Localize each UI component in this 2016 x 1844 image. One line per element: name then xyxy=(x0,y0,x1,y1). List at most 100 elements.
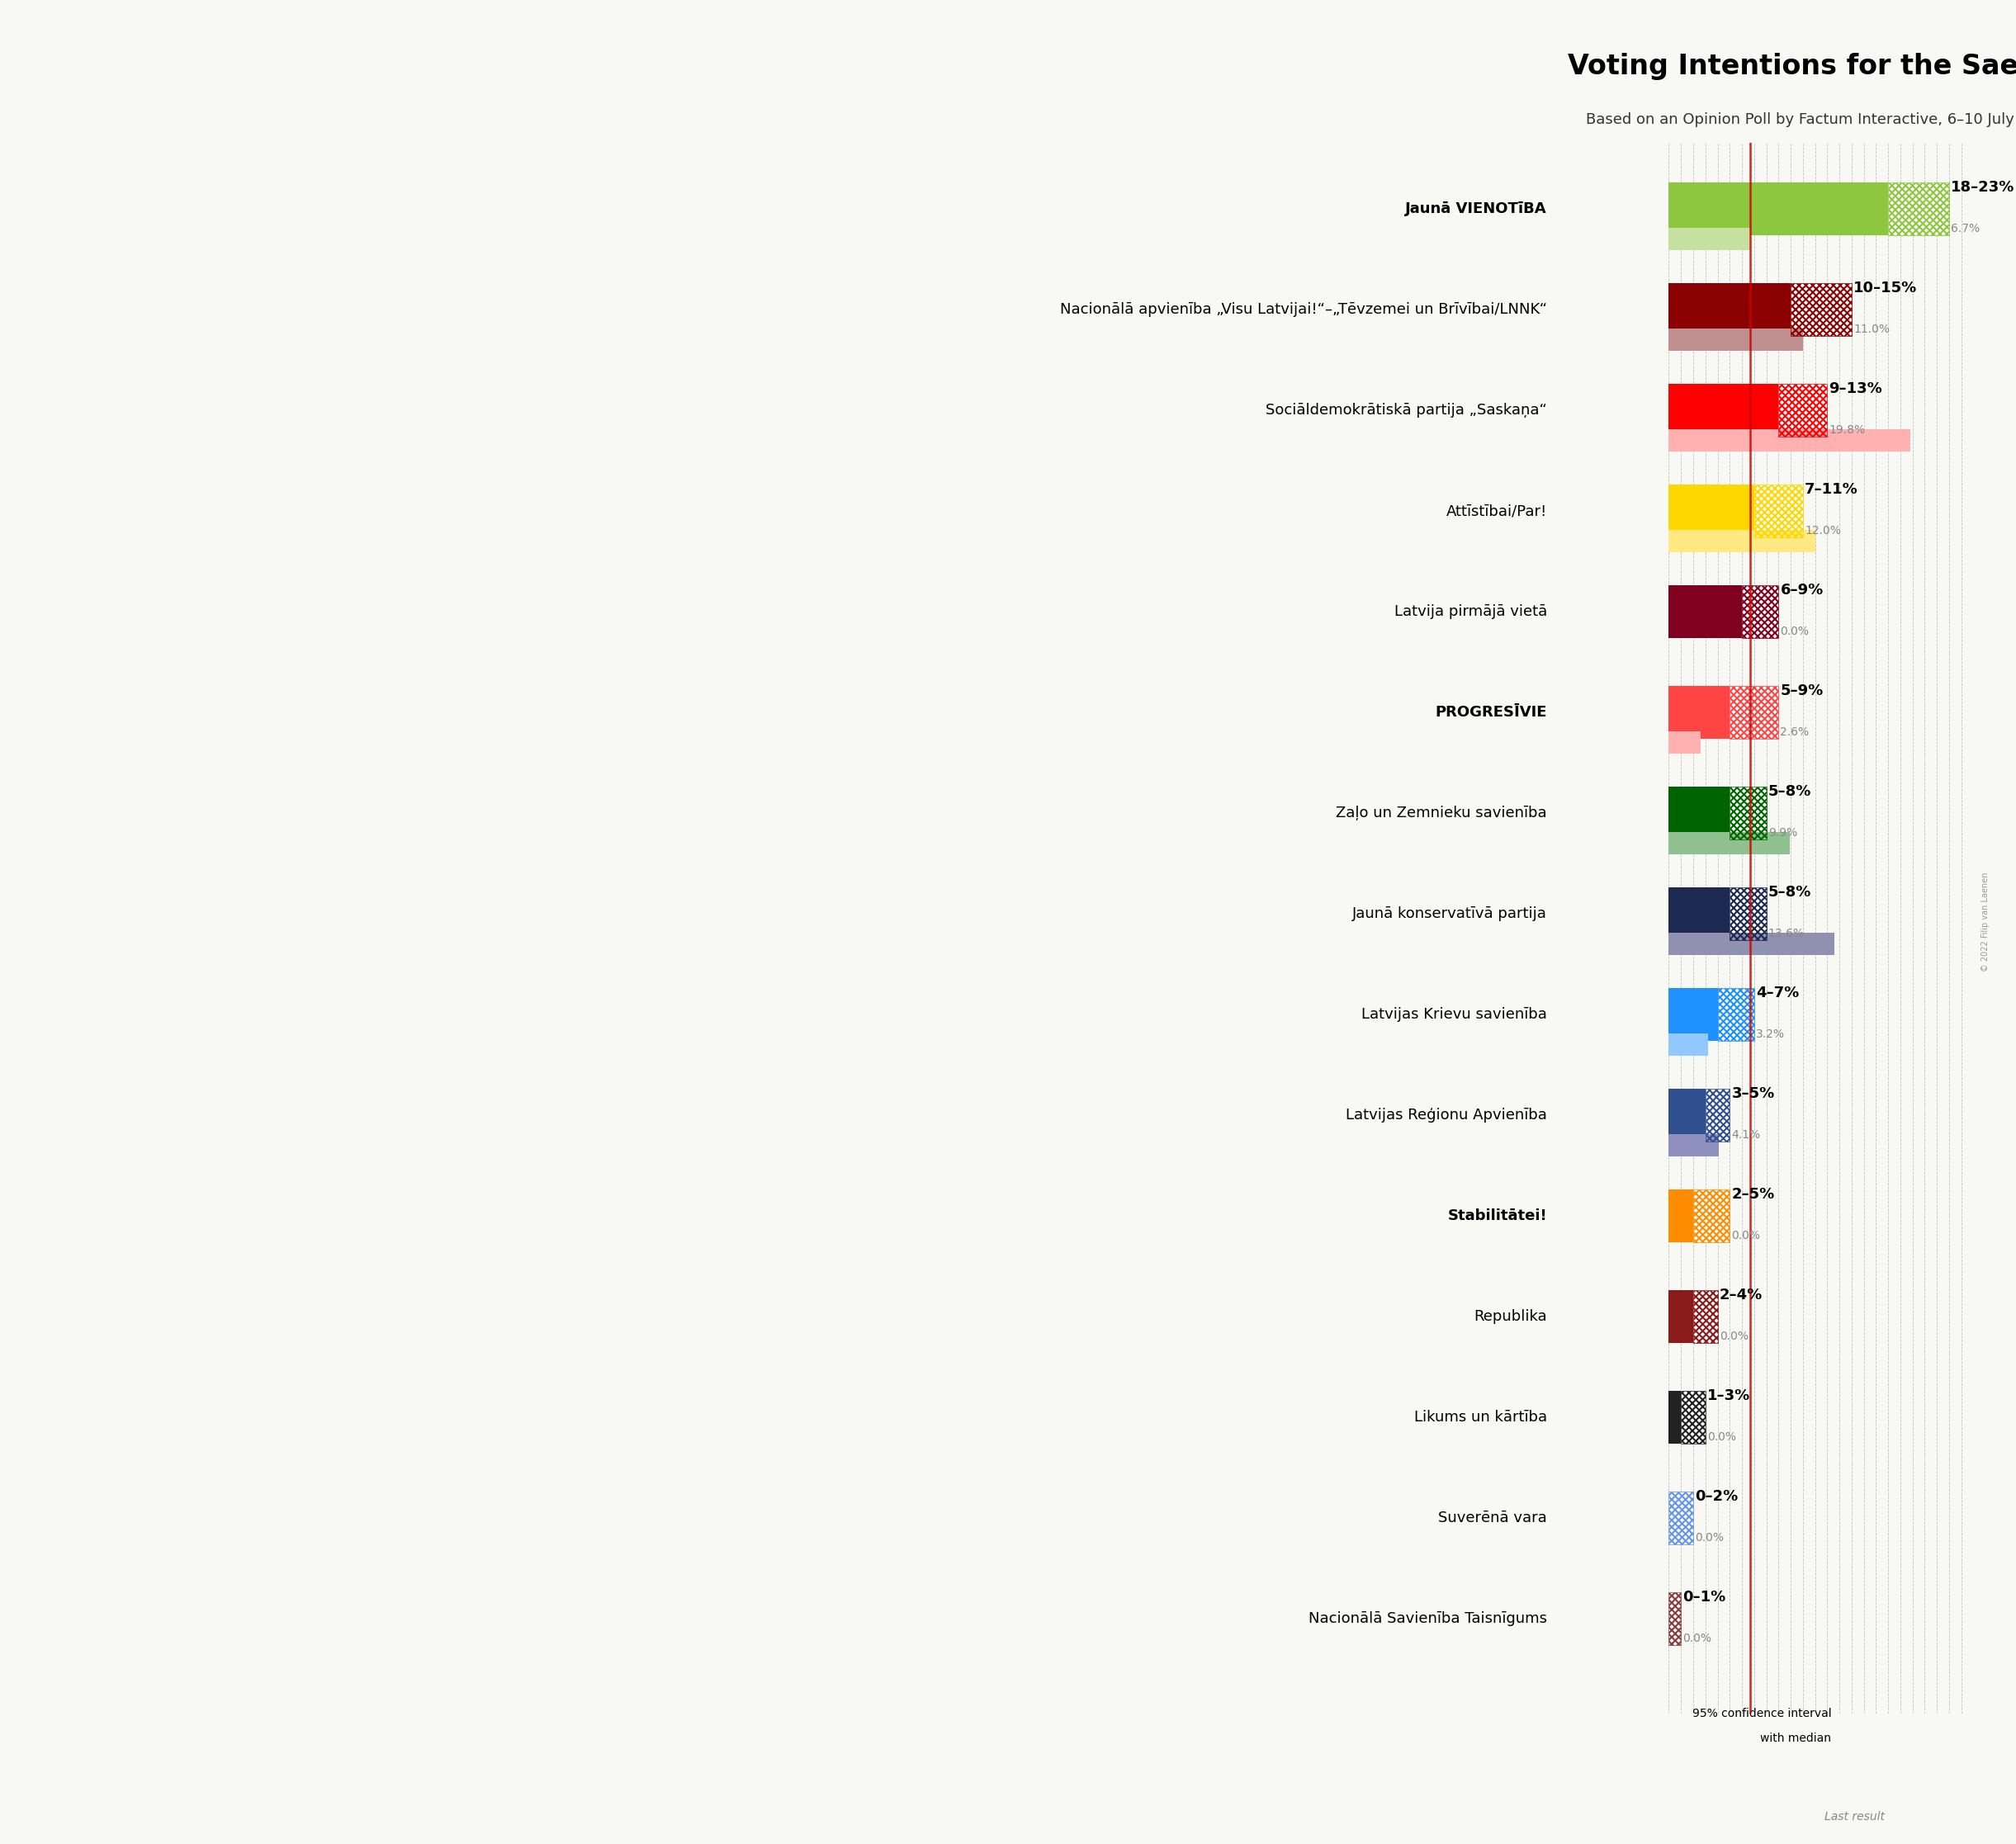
Text: Sociāldemokrātiskā partija „Saskaņa“: Sociāldemokrātiskā partija „Saskaņa“ xyxy=(1266,404,1546,419)
Bar xyxy=(1681,1390,1706,1444)
Bar xyxy=(1718,988,1754,1040)
Text: 5–8%: 5–8% xyxy=(1768,784,1810,798)
Text: 1–3%: 1–3% xyxy=(1708,1389,1750,1403)
Bar xyxy=(1693,1291,1718,1342)
Text: with median: with median xyxy=(1760,1733,1831,1744)
Bar xyxy=(1857,1715,1877,1752)
Text: 6.7%: 6.7% xyxy=(1951,223,1980,234)
Text: 4–7%: 4–7% xyxy=(1756,985,1798,1001)
Bar xyxy=(1669,1291,1693,1342)
Bar xyxy=(1669,284,1790,336)
Bar xyxy=(1669,586,1742,638)
Text: 7–11%: 7–11% xyxy=(1804,481,1859,496)
Text: Nacionālā apvienība „Visu Latvijai!“–„Tēvzemei un Brīvībai/LNNK“: Nacionālā apvienība „Visu Latvijai!“–„Tē… xyxy=(1060,302,1546,317)
Bar xyxy=(1889,183,1949,236)
Bar xyxy=(1669,1090,1706,1141)
Bar xyxy=(1669,1593,1681,1645)
Text: 0.0%: 0.0% xyxy=(1780,625,1808,638)
Text: 0–1%: 0–1% xyxy=(1683,1590,1726,1604)
Bar xyxy=(1681,1390,1706,1444)
Text: Jaunā konservatīvā partija: Jaunā konservatīvā partija xyxy=(1353,907,1546,922)
Bar xyxy=(1790,284,1851,336)
Text: Attīstībai/Par!: Attīstībai/Par! xyxy=(1445,503,1546,518)
Bar xyxy=(1669,1593,1681,1645)
Text: 0–2%: 0–2% xyxy=(1695,1490,1738,1505)
Bar xyxy=(1669,832,1790,854)
Bar xyxy=(1669,1189,1693,1243)
Text: 9.9%: 9.9% xyxy=(1768,828,1796,839)
Bar xyxy=(1706,1090,1730,1141)
Bar xyxy=(1693,1189,1730,1243)
Bar xyxy=(1669,1390,1681,1444)
Text: 0.0%: 0.0% xyxy=(1708,1431,1736,1444)
Text: © 2022 Filip van Laenen: © 2022 Filip van Laenen xyxy=(1982,872,1990,972)
Bar xyxy=(1889,183,1949,236)
Bar xyxy=(1833,1778,1877,1800)
Text: Zaļo un Zemnieku savienība: Zaļo un Zemnieku savienība xyxy=(1337,806,1546,821)
Bar xyxy=(1778,384,1826,437)
Text: 0.0%: 0.0% xyxy=(1732,1230,1760,1241)
Bar xyxy=(1754,485,1802,537)
Text: Based on an Opinion Poll by Factum Interactive, 6–10 July 2022: Based on an Opinion Poll by Factum Inter… xyxy=(1587,112,2016,127)
Text: 2.6%: 2.6% xyxy=(1780,727,1808,738)
Bar xyxy=(1669,732,1702,754)
Bar xyxy=(1730,686,1778,739)
Text: 0.0%: 0.0% xyxy=(1720,1331,1748,1342)
Text: Republika: Republika xyxy=(1474,1309,1546,1324)
Bar xyxy=(1669,988,1718,1040)
Text: Jaunā VIENOTīBA: Jaunā VIENOTīBA xyxy=(1405,201,1546,216)
Text: 11.0%: 11.0% xyxy=(1853,325,1889,336)
Bar xyxy=(1706,1090,1730,1141)
Bar xyxy=(1669,1492,1693,1543)
Bar xyxy=(1669,485,1754,537)
Text: 19.8%: 19.8% xyxy=(1829,424,1865,435)
Bar xyxy=(1718,988,1754,1040)
Text: 2–5%: 2–5% xyxy=(1732,1188,1774,1202)
Text: Stabilitātei!: Stabilitātei! xyxy=(1447,1208,1546,1223)
Text: 2–4%: 2–4% xyxy=(1720,1287,1762,1302)
Bar xyxy=(1833,1715,1857,1752)
Bar xyxy=(1778,384,1826,437)
Text: Last result: Last result xyxy=(1824,1811,1885,1822)
Bar xyxy=(1669,183,1889,236)
Bar xyxy=(1730,887,1766,940)
Text: 12.0%: 12.0% xyxy=(1804,526,1841,537)
Bar xyxy=(1669,933,1835,955)
Bar xyxy=(1730,686,1778,739)
Text: Likums un kārtība: Likums un kārtība xyxy=(1413,1411,1546,1425)
Bar xyxy=(1669,1034,1708,1057)
Text: Latvija pirmājā vietā: Latvija pirmājā vietā xyxy=(1395,605,1546,620)
Text: 13.6%: 13.6% xyxy=(1768,928,1804,939)
Text: 3–5%: 3–5% xyxy=(1732,1086,1774,1101)
Bar xyxy=(1693,1291,1718,1342)
Text: Voting Intentions for the Saeima: Voting Intentions for the Saeima xyxy=(1566,52,2016,79)
Bar xyxy=(1790,284,1851,336)
Text: Suverēnā vara: Suverēnā vara xyxy=(1437,1510,1546,1525)
Text: 10–15%: 10–15% xyxy=(1853,280,1917,295)
Bar xyxy=(1730,787,1766,839)
Bar xyxy=(1669,384,1778,437)
Bar xyxy=(1669,229,1750,251)
Bar xyxy=(1742,586,1778,638)
Text: PROGRESĪVIE: PROGRESĪVIE xyxy=(1435,704,1546,719)
Text: Nacionālā Savienība Taisnīgums: Nacionālā Savienība Taisnīgums xyxy=(1308,1612,1546,1626)
Text: 3.2%: 3.2% xyxy=(1756,1029,1784,1040)
Bar xyxy=(1669,1492,1693,1543)
Text: Latvijas Reģionu Apvienība: Latvijas Reģionu Apvienība xyxy=(1347,1108,1546,1123)
Bar xyxy=(1693,1189,1730,1243)
Text: 6–9%: 6–9% xyxy=(1780,583,1822,597)
Bar xyxy=(1669,686,1730,739)
Text: Latvijas Krievu savienība: Latvijas Krievu savienība xyxy=(1361,1007,1546,1022)
Bar xyxy=(1742,586,1778,638)
Text: 95% confidence interval: 95% confidence interval xyxy=(1691,1708,1831,1719)
Bar xyxy=(1669,887,1730,940)
Bar xyxy=(1669,787,1730,839)
Bar xyxy=(1857,1715,1877,1752)
Bar xyxy=(1730,887,1766,940)
Text: 5–8%: 5–8% xyxy=(1768,885,1810,900)
Bar xyxy=(1669,1134,1720,1156)
Text: 4.1%: 4.1% xyxy=(1732,1129,1760,1141)
Text: 5–9%: 5–9% xyxy=(1780,684,1822,699)
Text: 9–13%: 9–13% xyxy=(1829,382,1883,396)
Text: 18–23%: 18–23% xyxy=(1951,181,2014,195)
